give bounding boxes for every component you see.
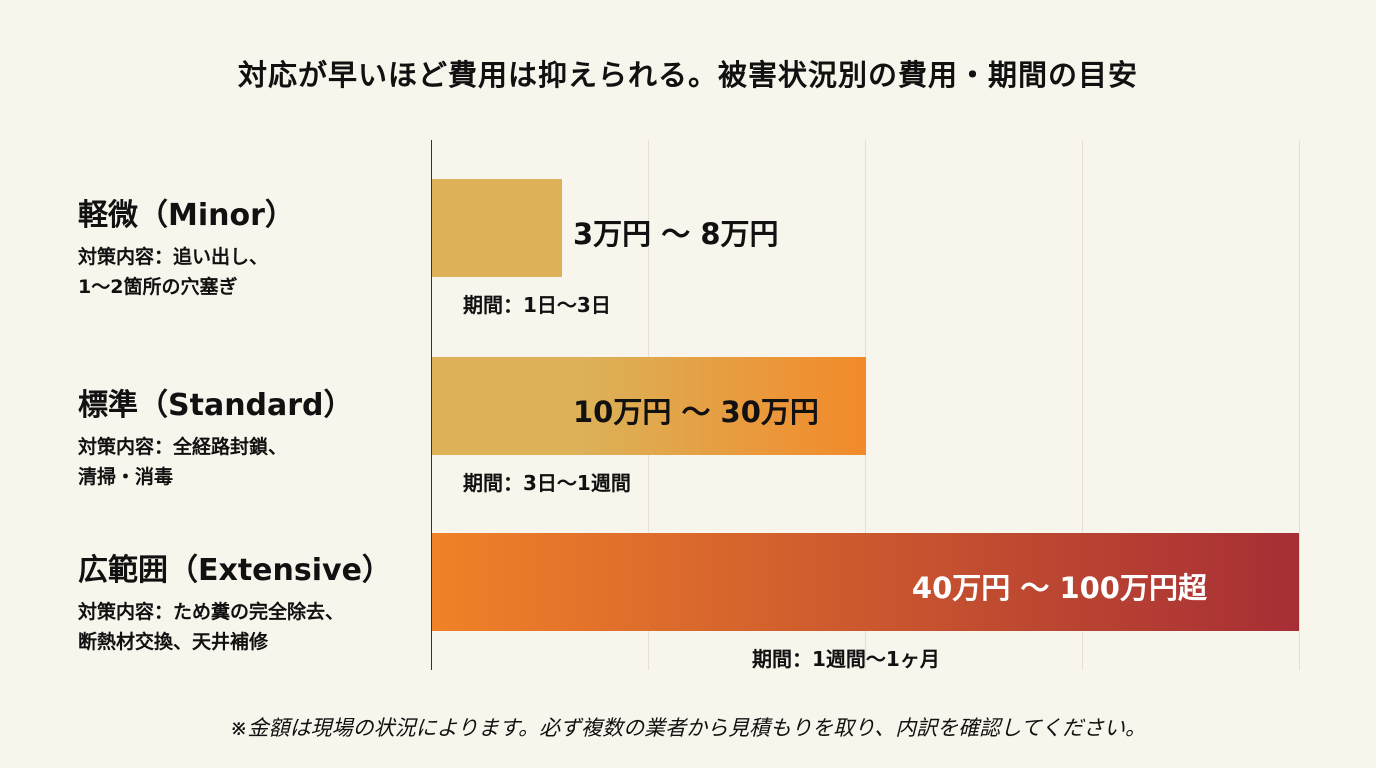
footnote: ※金額は現場の状況によります。必ず複数の業者から見積もりを取り、内訳を確認してく… — [230, 716, 1146, 740]
cost-label: 40万円 〜 100万円超 — [911, 571, 1207, 605]
cost-label: 10万円 〜 30万円 — [573, 395, 819, 429]
gridline — [1299, 140, 1300, 670]
category-name: 広範囲（Extensive） — [78, 553, 392, 588]
category-label: 軽微（Minor） 対策内容：追い出し、 1〜2箇所の穴塞ぎ — [78, 190, 295, 302]
category-description: 対策内容：追い出し、 1〜2箇所の穴塞ぎ — [78, 242, 295, 302]
gridline — [1082, 140, 1083, 670]
period-label: 期間：1日〜3日 — [463, 293, 611, 317]
category-label: 標準（Standard） 対策内容：全経路封鎖、 清掃・消毒 — [78, 380, 354, 492]
category-description: 対策内容：全経路封鎖、 清掃・消毒 — [78, 432, 354, 492]
period-label: 期間：1週間〜1ヶ月 — [752, 647, 940, 671]
desc-line: 対策内容：ため糞の完全除去、 — [78, 601, 345, 623]
category-description: 対策内容：ため糞の完全除去、 断熱材交換、天井補修 — [78, 597, 392, 657]
desc-line: 対策内容：全経路封鎖、 — [78, 436, 288, 458]
period-label: 期間：3日〜1週間 — [463, 471, 631, 495]
bar — [432, 179, 562, 277]
y-axis-line — [431, 140, 432, 670]
category-name: 標準（Standard） — [78, 388, 354, 423]
bar — [432, 533, 1299, 631]
cost-label: 3万円 〜 8万円 — [573, 217, 779, 251]
chart-title: 対応が早いほど費用は抑えられる。被害状況別の費用・期間の目安 — [237, 58, 1138, 92]
category-label: 広範囲（Extensive） 対策内容：ため糞の完全除去、 断熱材交換、天井補修 — [78, 545, 392, 657]
desc-line: 1〜2箇所の穴塞ぎ — [78, 276, 238, 298]
desc-line: 対策内容：追い出し、 — [78, 246, 269, 268]
bar — [432, 357, 866, 455]
category-name: 軽微（Minor） — [78, 198, 295, 233]
desc-line: 清掃・消毒 — [78, 466, 174, 488]
desc-line: 断熱材交換、天井補修 — [78, 631, 269, 653]
